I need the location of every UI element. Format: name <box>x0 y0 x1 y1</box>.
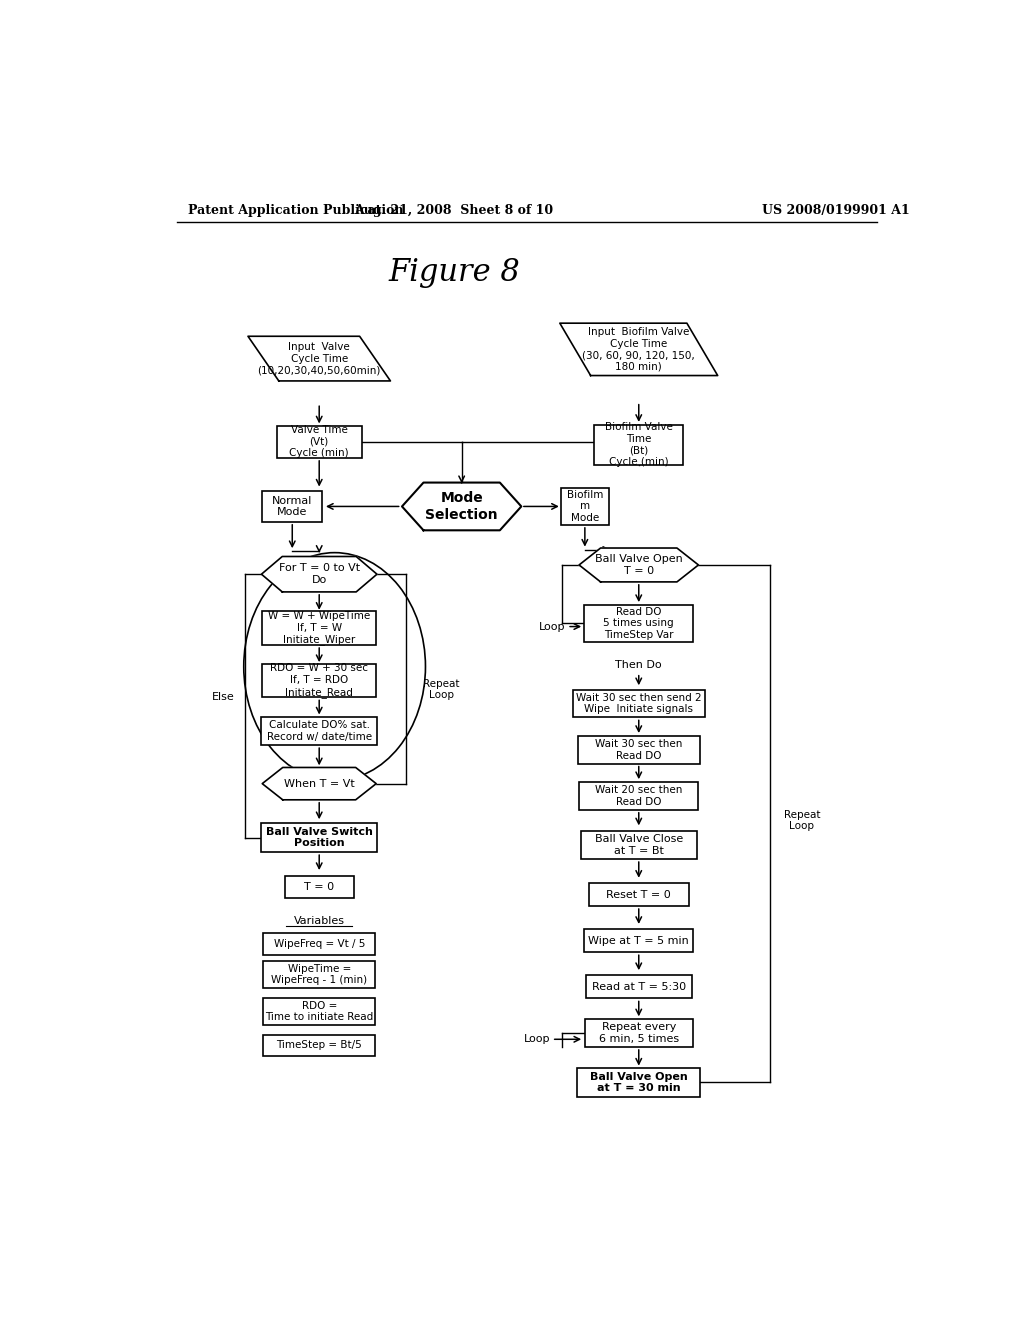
Bar <box>276 425 361 458</box>
Bar <box>262 491 323 521</box>
Polygon shape <box>248 337 390 381</box>
Text: Repeat
Loop: Repeat Loop <box>783 809 820 832</box>
Bar <box>580 781 698 810</box>
Polygon shape <box>580 548 698 582</box>
Text: W = W + WipeTime
If, T = W
Initiate_Wiper: W = W + WipeTime If, T = W Initiate_Wipe… <box>268 611 371 645</box>
Text: Valve Time
(Vt)
Cycle (min): Valve Time (Vt) Cycle (min) <box>290 425 349 458</box>
Text: Calculate DO% sat.
Record w/ date/time: Calculate DO% sat. Record w/ date/time <box>266 721 372 742</box>
Text: Input  Valve
Cycle Time
(10,20,30,40,50,60min): Input Valve Cycle Time (10,20,30,40,50,6… <box>257 342 381 375</box>
Text: Mode
Selection: Mode Selection <box>425 491 498 521</box>
Text: Ball Valve Close
at T = Bt: Ball Valve Close at T = Bt <box>595 834 683 857</box>
Text: Input  Biofilm Valve
Cycle Time
(30, 60, 90, 120, 150,
180 min): Input Biofilm Valve Cycle Time (30, 60, … <box>583 327 695 372</box>
Bar <box>263 1035 375 1056</box>
Text: Wipe at T = 5 min: Wipe at T = 5 min <box>589 936 689 945</box>
Text: Read DO
5 times using
TimeStep Var: Read DO 5 times using TimeStep Var <box>603 607 674 640</box>
Text: WipeFreq = Vt / 5: WipeFreq = Vt / 5 <box>273 939 365 949</box>
Polygon shape <box>560 323 718 376</box>
Text: T = 0: T = 0 <box>304 882 334 892</box>
Bar <box>578 737 699 763</box>
Text: Repeat
Loop: Repeat Loop <box>423 678 460 701</box>
Text: When T = Vt: When T = Vt <box>284 779 354 788</box>
Bar <box>263 998 375 1026</box>
Text: TimeStep = Bt/5: TimeStep = Bt/5 <box>276 1040 362 1051</box>
Text: WipeTime =
WipeFreq - 1 (min): WipeTime = WipeFreq - 1 (min) <box>271 964 368 986</box>
Text: Ball Valve Switch
Position: Ball Valve Switch Position <box>266 826 373 849</box>
Text: Read at T = 5:30: Read at T = 5:30 <box>592 982 686 991</box>
Bar <box>261 822 377 853</box>
Polygon shape <box>402 483 521 531</box>
Text: Variables: Variables <box>294 916 345 925</box>
Bar <box>595 425 683 465</box>
Bar <box>584 605 693 642</box>
Bar <box>262 664 376 697</box>
Text: For T = 0 to Vt
Do: For T = 0 to Vt Do <box>279 564 359 585</box>
Text: Normal
Mode: Normal Mode <box>272 495 312 517</box>
Bar <box>261 718 377 744</box>
Text: Patent Application Publication: Patent Application Publication <box>188 205 403 218</box>
Bar <box>578 1068 700 1097</box>
Bar <box>572 689 705 718</box>
Text: Reset T = 0: Reset T = 0 <box>606 890 671 899</box>
Text: Biofilm
m
Mode: Biofilm m Mode <box>566 490 603 523</box>
Text: Else: Else <box>212 693 234 702</box>
Bar <box>585 1019 692 1047</box>
Bar <box>589 883 689 906</box>
Bar <box>262 611 376 645</box>
Polygon shape <box>262 767 376 800</box>
Text: RDO = W + 30 sec
If, T = RDO
Initiate_Read: RDO = W + 30 sec If, T = RDO Initiate_Re… <box>270 664 369 697</box>
Text: Repeat every
6 min, 5 times: Repeat every 6 min, 5 times <box>599 1022 679 1044</box>
Text: Loop: Loop <box>539 622 565 631</box>
Text: Wait 30 sec then
Read DO: Wait 30 sec then Read DO <box>595 739 682 760</box>
Bar <box>586 975 692 998</box>
Text: Figure 8: Figure 8 <box>388 257 520 288</box>
Text: Then Do: Then Do <box>615 660 663 671</box>
Text: US 2008/0199901 A1: US 2008/0199901 A1 <box>762 205 909 218</box>
Text: Loop: Loop <box>523 1035 550 1044</box>
Bar <box>285 876 354 898</box>
Polygon shape <box>261 557 377 591</box>
Bar <box>581 832 696 859</box>
Bar <box>584 929 693 952</box>
Text: Ball Valve Open
T = 0: Ball Valve Open T = 0 <box>595 554 683 576</box>
Text: Biofilm Valve
Time
(Bt)
Cycle (min): Biofilm Valve Time (Bt) Cycle (min) <box>605 422 673 467</box>
Text: RDO =
Time to initiate Read: RDO = Time to initiate Read <box>265 1001 374 1023</box>
Text: Ball Valve Open
at T = 30 min: Ball Valve Open at T = 30 min <box>590 1072 688 1093</box>
Bar <box>560 488 609 525</box>
Text: Wait 20 sec then
Read DO: Wait 20 sec then Read DO <box>595 785 682 807</box>
Bar <box>263 933 375 954</box>
Bar <box>263 961 375 989</box>
Text: Aug. 21, 2008  Sheet 8 of 10: Aug. 21, 2008 Sheet 8 of 10 <box>354 205 554 218</box>
Text: Wait 30 sec then send 2
Wipe  Initiate signals: Wait 30 sec then send 2 Wipe Initiate si… <box>575 693 701 714</box>
